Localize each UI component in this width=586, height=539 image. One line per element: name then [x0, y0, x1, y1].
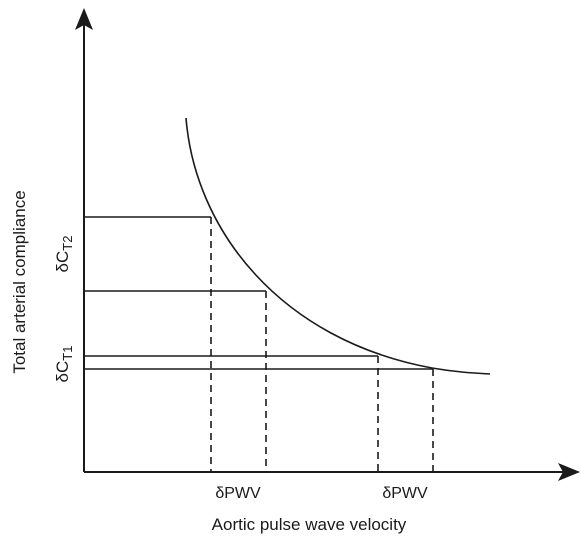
delta-pwv-label-2: δPWV [382, 485, 428, 502]
x-axis-label: Aortic pulse wave velocity [212, 515, 407, 534]
delta-c-t1-label: δCT1 [53, 346, 75, 383]
delta-c-t2-base: δC [53, 251, 72, 273]
x-axis-arrow-icon [558, 463, 580, 481]
y-axis-arrow-icon [75, 8, 93, 30]
delta-pwv-label-1: δPWV [215, 485, 261, 502]
y-axis-label: Total arterial compliance [10, 190, 29, 373]
delta-c-t1-base: δC [53, 361, 72, 383]
delta-c-t1-sub: T1 [60, 346, 75, 361]
delta-c-t2-sub: T2 [60, 236, 75, 251]
delta-c-t2-label: δCT2 [53, 236, 75, 273]
compliance-curve [185, 117, 491, 375]
